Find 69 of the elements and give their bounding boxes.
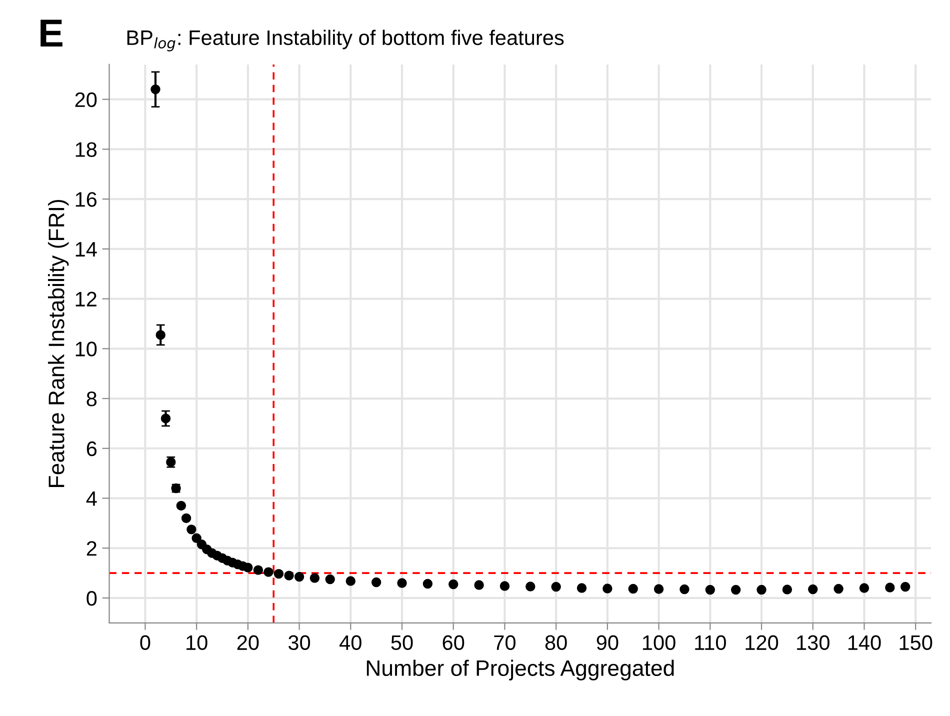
point — [397, 578, 407, 588]
point — [346, 576, 356, 586]
point — [294, 572, 304, 582]
text: E — [40, 20, 62, 47]
point — [448, 579, 458, 590]
point — [602, 584, 612, 594]
point — [310, 573, 320, 583]
x-tick-label: 100 — [643, 635, 676, 650]
point — [264, 567, 274, 577]
point — [422, 578, 433, 589]
point — [186, 524, 196, 534]
point — [551, 582, 561, 592]
y-tick-label: 12 — [76, 292, 96, 306]
y-tick-label: 16 — [76, 192, 97, 207]
point — [474, 580, 484, 590]
point — [325, 574, 335, 584]
x-tick-label: 40 — [340, 635, 362, 650]
point — [705, 584, 716, 595]
x-tick-label: 30 — [288, 635, 310, 650]
x-axis-title: Number of Projects Aggregated — [366, 660, 674, 680]
y-tick-label: 2 — [86, 541, 96, 556]
point — [859, 583, 870, 593]
y-tick-label: 18 — [76, 142, 97, 157]
point — [243, 562, 253, 572]
y-tick-label: 14 — [76, 242, 97, 256]
point — [192, 533, 202, 544]
x-tick-label: 140 — [848, 635, 881, 650]
y-axis-title: Feature Rank Instability (FRI) — [48, 200, 69, 487]
point — [253, 565, 264, 575]
point — [885, 582, 895, 592]
y-tick-label: 0 — [86, 590, 97, 606]
x-tick-label: 110 — [695, 635, 726, 650]
chart-title: BP$_{log}$: Feature Instability of bottom five features — [127, 30, 564, 52]
x-tick-label: 150 — [900, 635, 932, 650]
point — [284, 570, 294, 580]
y-tick-label: 8 — [86, 392, 97, 406]
point — [181, 513, 192, 524]
point — [756, 584, 766, 595]
point — [274, 568, 284, 579]
x-tick-label: 50 — [391, 635, 413, 650]
point — [160, 414, 171, 424]
point — [900, 582, 910, 592]
point — [371, 577, 382, 588]
x-tick-label: 10 — [186, 635, 208, 650]
point — [808, 584, 818, 594]
point — [156, 330, 166, 340]
y-tick-label: 4 — [86, 491, 97, 506]
y-tick-label: 20 — [75, 92, 97, 108]
x-tick-label: 90 — [596, 635, 618, 650]
point — [834, 584, 844, 594]
point — [176, 500, 186, 511]
point — [680, 584, 690, 594]
point — [500, 581, 510, 591]
y-tick-label: 6 — [86, 441, 97, 456]
x-tick-label: 0 — [140, 635, 150, 650]
x-tick-label: 130 — [797, 635, 830, 650]
x-tick-label: 60 — [442, 635, 464, 650]
x-tick-label: 80 — [545, 635, 567, 650]
point — [576, 583, 587, 593]
x-tick-label: 20 — [237, 635, 259, 650]
point — [730, 584, 741, 595]
point — [782, 584, 792, 594]
x-tick-label: 70 — [494, 635, 516, 650]
y-tick-label: 10 — [76, 342, 97, 356]
point — [526, 582, 536, 592]
point — [150, 84, 160, 94]
point — [628, 584, 638, 594]
point — [654, 584, 664, 594]
x-tick-label: 120 — [746, 635, 778, 650]
